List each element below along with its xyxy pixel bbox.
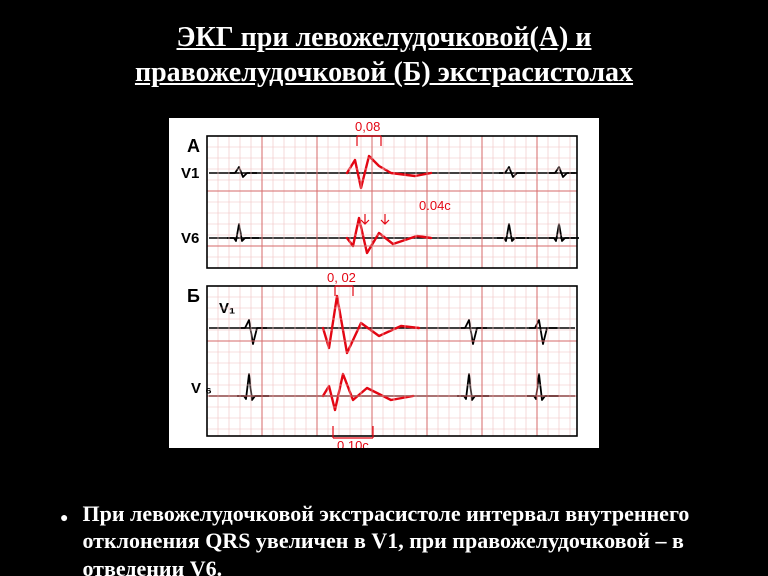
page-title: ЭКГ при левожелудочковой(А) и правожелуд… [0, 0, 768, 100]
svg-text:V6: V6 [181, 230, 199, 247]
bullet-marker: ● [60, 510, 68, 528]
svg-text:0, 02: 0, 02 [327, 270, 356, 285]
svg-text:А: А [187, 136, 200, 156]
svg-text:0.04с: 0.04с [419, 198, 451, 213]
ecg-figure: А V1 V6 Б V₁ V ₆ 0,08 0.04с 0, 02 0,10с . [169, 118, 599, 448]
slide: ЭКГ при левожелудочковой(А) и правожелуд… [0, 0, 768, 576]
svg-text:0,10с .: 0,10с . [337, 438, 376, 448]
svg-text:Б: Б [187, 286, 200, 306]
svg-text:V ₆: V ₆ [191, 380, 212, 397]
ecg-svg: А V1 V6 Б V₁ V ₆ 0,08 0.04с 0, 02 0,10с . [169, 118, 599, 448]
title-line-1: ЭКГ при левожелудочковой(А) и [177, 22, 592, 53]
bullet-item: ● При левожелудочковой экстрасистоле инт… [60, 500, 728, 576]
svg-text:V₁: V₁ [219, 300, 235, 317]
svg-text:V1: V1 [181, 165, 199, 182]
bullet-list: ● При левожелудочковой экстрасистоле инт… [60, 500, 728, 576]
bullet-text: При левожелудочковой экстрасистоле интер… [82, 500, 728, 576]
svg-text:0,08: 0,08 [355, 119, 380, 134]
title-line-2: правожелудочковой (Б) экстрасистолах [135, 57, 633, 88]
